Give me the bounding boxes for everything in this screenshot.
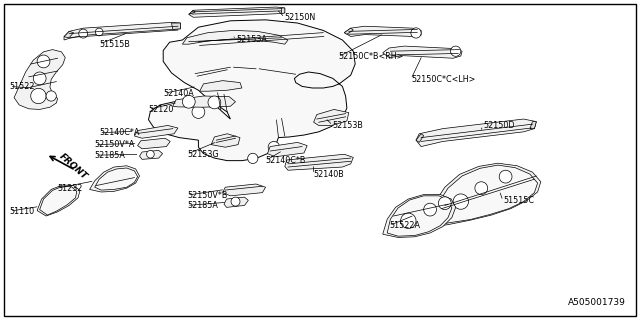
Circle shape	[46, 91, 56, 101]
Polygon shape	[134, 125, 178, 138]
Text: A505001739: A505001739	[568, 298, 626, 307]
Circle shape	[401, 213, 416, 228]
Circle shape	[411, 28, 421, 38]
Polygon shape	[148, 20, 355, 161]
Circle shape	[192, 106, 205, 118]
Text: 52153A: 52153A	[237, 35, 268, 44]
Text: 51522A: 51522A	[389, 221, 420, 230]
Text: 52140A: 52140A	[164, 89, 195, 98]
Polygon shape	[285, 154, 353, 170]
Circle shape	[248, 153, 258, 164]
Circle shape	[453, 194, 468, 209]
Polygon shape	[64, 22, 180, 40]
Polygon shape	[189, 7, 285, 17]
Polygon shape	[182, 30, 288, 44]
Polygon shape	[172, 23, 180, 29]
Polygon shape	[64, 31, 74, 38]
Polygon shape	[95, 168, 138, 190]
Polygon shape	[383, 195, 456, 237]
Circle shape	[37, 55, 50, 68]
Text: 51515B: 51515B	[99, 40, 130, 49]
Text: 52185A: 52185A	[187, 201, 218, 210]
Text: 52120: 52120	[148, 105, 174, 114]
Circle shape	[79, 29, 88, 38]
Polygon shape	[344, 28, 353, 34]
Polygon shape	[223, 184, 266, 196]
Circle shape	[268, 141, 280, 153]
Polygon shape	[434, 165, 538, 226]
Text: 52153B: 52153B	[333, 121, 364, 130]
Text: 52150C*B<RH>: 52150C*B<RH>	[338, 52, 403, 61]
Circle shape	[208, 96, 221, 109]
Text: 52153G: 52153G	[187, 150, 218, 159]
Polygon shape	[138, 138, 170, 149]
Text: 51110: 51110	[10, 207, 35, 216]
Polygon shape	[200, 81, 242, 91]
Polygon shape	[14, 50, 65, 109]
Polygon shape	[90, 166, 140, 192]
Circle shape	[182, 95, 195, 108]
Text: 52150N: 52150N	[285, 13, 316, 22]
Polygon shape	[268, 142, 307, 157]
Circle shape	[231, 197, 240, 206]
Polygon shape	[387, 196, 452, 236]
Circle shape	[475, 182, 488, 195]
Circle shape	[424, 203, 436, 216]
Polygon shape	[173, 96, 236, 107]
Circle shape	[451, 46, 461, 56]
Text: 52140B: 52140B	[314, 170, 344, 179]
Polygon shape	[211, 134, 240, 147]
Circle shape	[33, 72, 46, 85]
Circle shape	[147, 150, 154, 158]
Polygon shape	[416, 134, 424, 142]
Text: 52150V*B: 52150V*B	[187, 191, 227, 200]
Text: 52185A: 52185A	[95, 151, 125, 160]
Polygon shape	[430, 163, 541, 227]
Polygon shape	[224, 197, 248, 207]
Polygon shape	[416, 119, 536, 147]
Polygon shape	[530, 122, 536, 129]
Circle shape	[95, 28, 103, 36]
Polygon shape	[140, 150, 163, 159]
Text: 52150C*C<LH>: 52150C*C<LH>	[411, 75, 476, 84]
Circle shape	[31, 88, 46, 104]
Text: 52150D: 52150D	[483, 121, 515, 130]
Polygon shape	[282, 8, 285, 14]
Polygon shape	[314, 109, 349, 125]
Polygon shape	[37, 185, 80, 216]
Text: 52140C*A: 52140C*A	[99, 128, 140, 137]
Text: 51515C: 51515C	[503, 196, 534, 205]
Circle shape	[438, 197, 451, 210]
Text: 51522: 51522	[10, 82, 35, 91]
Text: 52140C*B: 52140C*B	[266, 156, 306, 165]
Polygon shape	[344, 26, 421, 36]
Polygon shape	[383, 46, 462, 58]
Polygon shape	[40, 186, 77, 215]
Polygon shape	[189, 10, 195, 14]
Text: FRONT: FRONT	[58, 152, 89, 182]
Text: 52150V*A: 52150V*A	[95, 140, 135, 149]
Text: 51232: 51232	[58, 184, 83, 193]
Circle shape	[499, 170, 512, 183]
